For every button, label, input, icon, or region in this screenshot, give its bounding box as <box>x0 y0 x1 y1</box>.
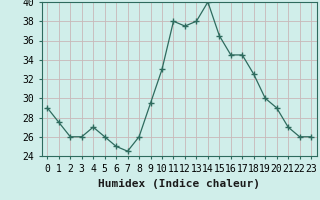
X-axis label: Humidex (Indice chaleur): Humidex (Indice chaleur) <box>98 179 260 189</box>
